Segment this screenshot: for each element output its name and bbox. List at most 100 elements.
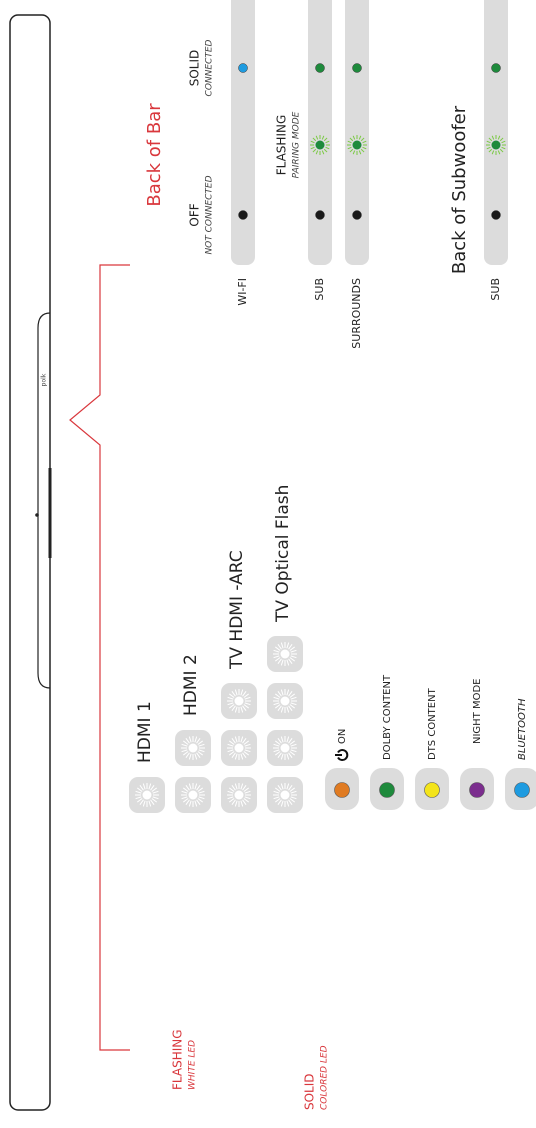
- led-ray: [325, 140, 330, 144]
- led-ray: [273, 749, 280, 753]
- led-ray: [228, 704, 235, 709]
- led-ray: [152, 796, 159, 800]
- led-ray: [286, 783, 290, 790]
- led-ray: [349, 137, 354, 142]
- led-ray: [360, 148, 365, 153]
- led-ray: [231, 705, 236, 712]
- led-label: BLUETOOTH: [517, 698, 528, 760]
- led-ray: [240, 689, 244, 696]
- led-ray: [290, 796, 297, 800]
- led-ray: [181, 790, 188, 794]
- led-ray: [188, 753, 192, 760]
- led-ray: [139, 784, 144, 791]
- led-ray: [244, 796, 251, 800]
- led-ray: [286, 659, 290, 666]
- led-ray: [289, 798, 296, 803]
- led-ray: [240, 736, 244, 743]
- led-ray: [182, 798, 189, 803]
- led-ray: [362, 146, 367, 150]
- led-label: DOLBY CONTENT: [382, 674, 393, 760]
- led-core: [280, 696, 290, 706]
- row-label: HDMI 2: [181, 654, 201, 716]
- status-bar: [345, 0, 369, 265]
- led-ray: [185, 799, 190, 806]
- led-ray: [142, 800, 146, 807]
- led-ray: [198, 790, 205, 794]
- led-ray: [242, 737, 247, 744]
- led-ray: [228, 787, 235, 792]
- led-ray: [277, 737, 282, 744]
- led-ray: [289, 657, 296, 662]
- led-ray: [273, 696, 280, 700]
- status-label: SURROUNDS: [350, 278, 363, 349]
- led-ray: [358, 150, 362, 155]
- led-ray: [310, 140, 315, 144]
- led-ray: [194, 783, 198, 790]
- led-ray: [197, 798, 204, 803]
- led-ray: [289, 740, 296, 745]
- led-ray: [197, 787, 204, 792]
- led-ray: [185, 784, 190, 791]
- led-ray: [136, 798, 143, 803]
- led-ray: [231, 784, 236, 791]
- led-ray: [360, 137, 365, 142]
- led-ray: [315, 150, 319, 155]
- led-ray: [277, 705, 282, 712]
- soundbar-sensor: [35, 513, 39, 517]
- led-ray: [497, 150, 501, 155]
- led-ray: [231, 690, 236, 697]
- led-ray: [277, 784, 282, 791]
- led-core: [280, 649, 290, 659]
- led-ray: [194, 800, 198, 807]
- led-ray: [273, 655, 280, 659]
- led-ray: [273, 702, 280, 706]
- status-label: SUB: [489, 278, 502, 301]
- led-ray: [274, 751, 281, 756]
- led-ray: [234, 706, 238, 713]
- led-core: [188, 743, 198, 753]
- led-ray: [243, 693, 250, 698]
- led-ray: [185, 737, 190, 744]
- led-ray: [288, 752, 293, 759]
- led-ray: [347, 146, 352, 150]
- led-ray: [347, 140, 352, 144]
- led-ray: [349, 148, 354, 153]
- row-label: TV Optical Flash: [273, 485, 293, 623]
- led-ray: [182, 740, 189, 745]
- led-ray: [277, 658, 282, 665]
- led-ray: [196, 737, 201, 744]
- status-led: [238, 210, 248, 220]
- led-ray: [288, 658, 293, 665]
- led-ray: [288, 784, 293, 791]
- led-ray: [501, 140, 506, 144]
- led-ray: [150, 799, 155, 806]
- led-ray: [240, 800, 244, 807]
- led-ray: [273, 790, 280, 794]
- led-ray: [277, 643, 282, 650]
- led-ray: [290, 649, 297, 653]
- led-ray: [310, 146, 315, 150]
- led-ray: [185, 752, 190, 759]
- led-ray: [286, 736, 290, 743]
- section-title: SOLID: [303, 1073, 317, 1110]
- led-ray: [362, 140, 367, 144]
- led-ray: [142, 783, 146, 790]
- led-ray: [491, 135, 495, 140]
- led-ray: [323, 137, 328, 142]
- led-ray: [273, 796, 280, 800]
- led-ray: [321, 135, 325, 140]
- status-led: [491, 63, 501, 73]
- led-ray: [290, 790, 297, 794]
- led-ray: [228, 693, 235, 698]
- led-ray: [242, 799, 247, 806]
- led-ray: [358, 135, 362, 140]
- state-subtitle: CONNECTED: [205, 39, 215, 96]
- logo: polk: [41, 373, 48, 386]
- led-ray: [152, 790, 159, 794]
- led-ray: [312, 148, 317, 153]
- led-ray: [323, 148, 328, 153]
- led-ray: [315, 135, 319, 140]
- led-ray: [289, 646, 296, 651]
- led-ray: [274, 693, 281, 698]
- led-ray: [286, 800, 290, 807]
